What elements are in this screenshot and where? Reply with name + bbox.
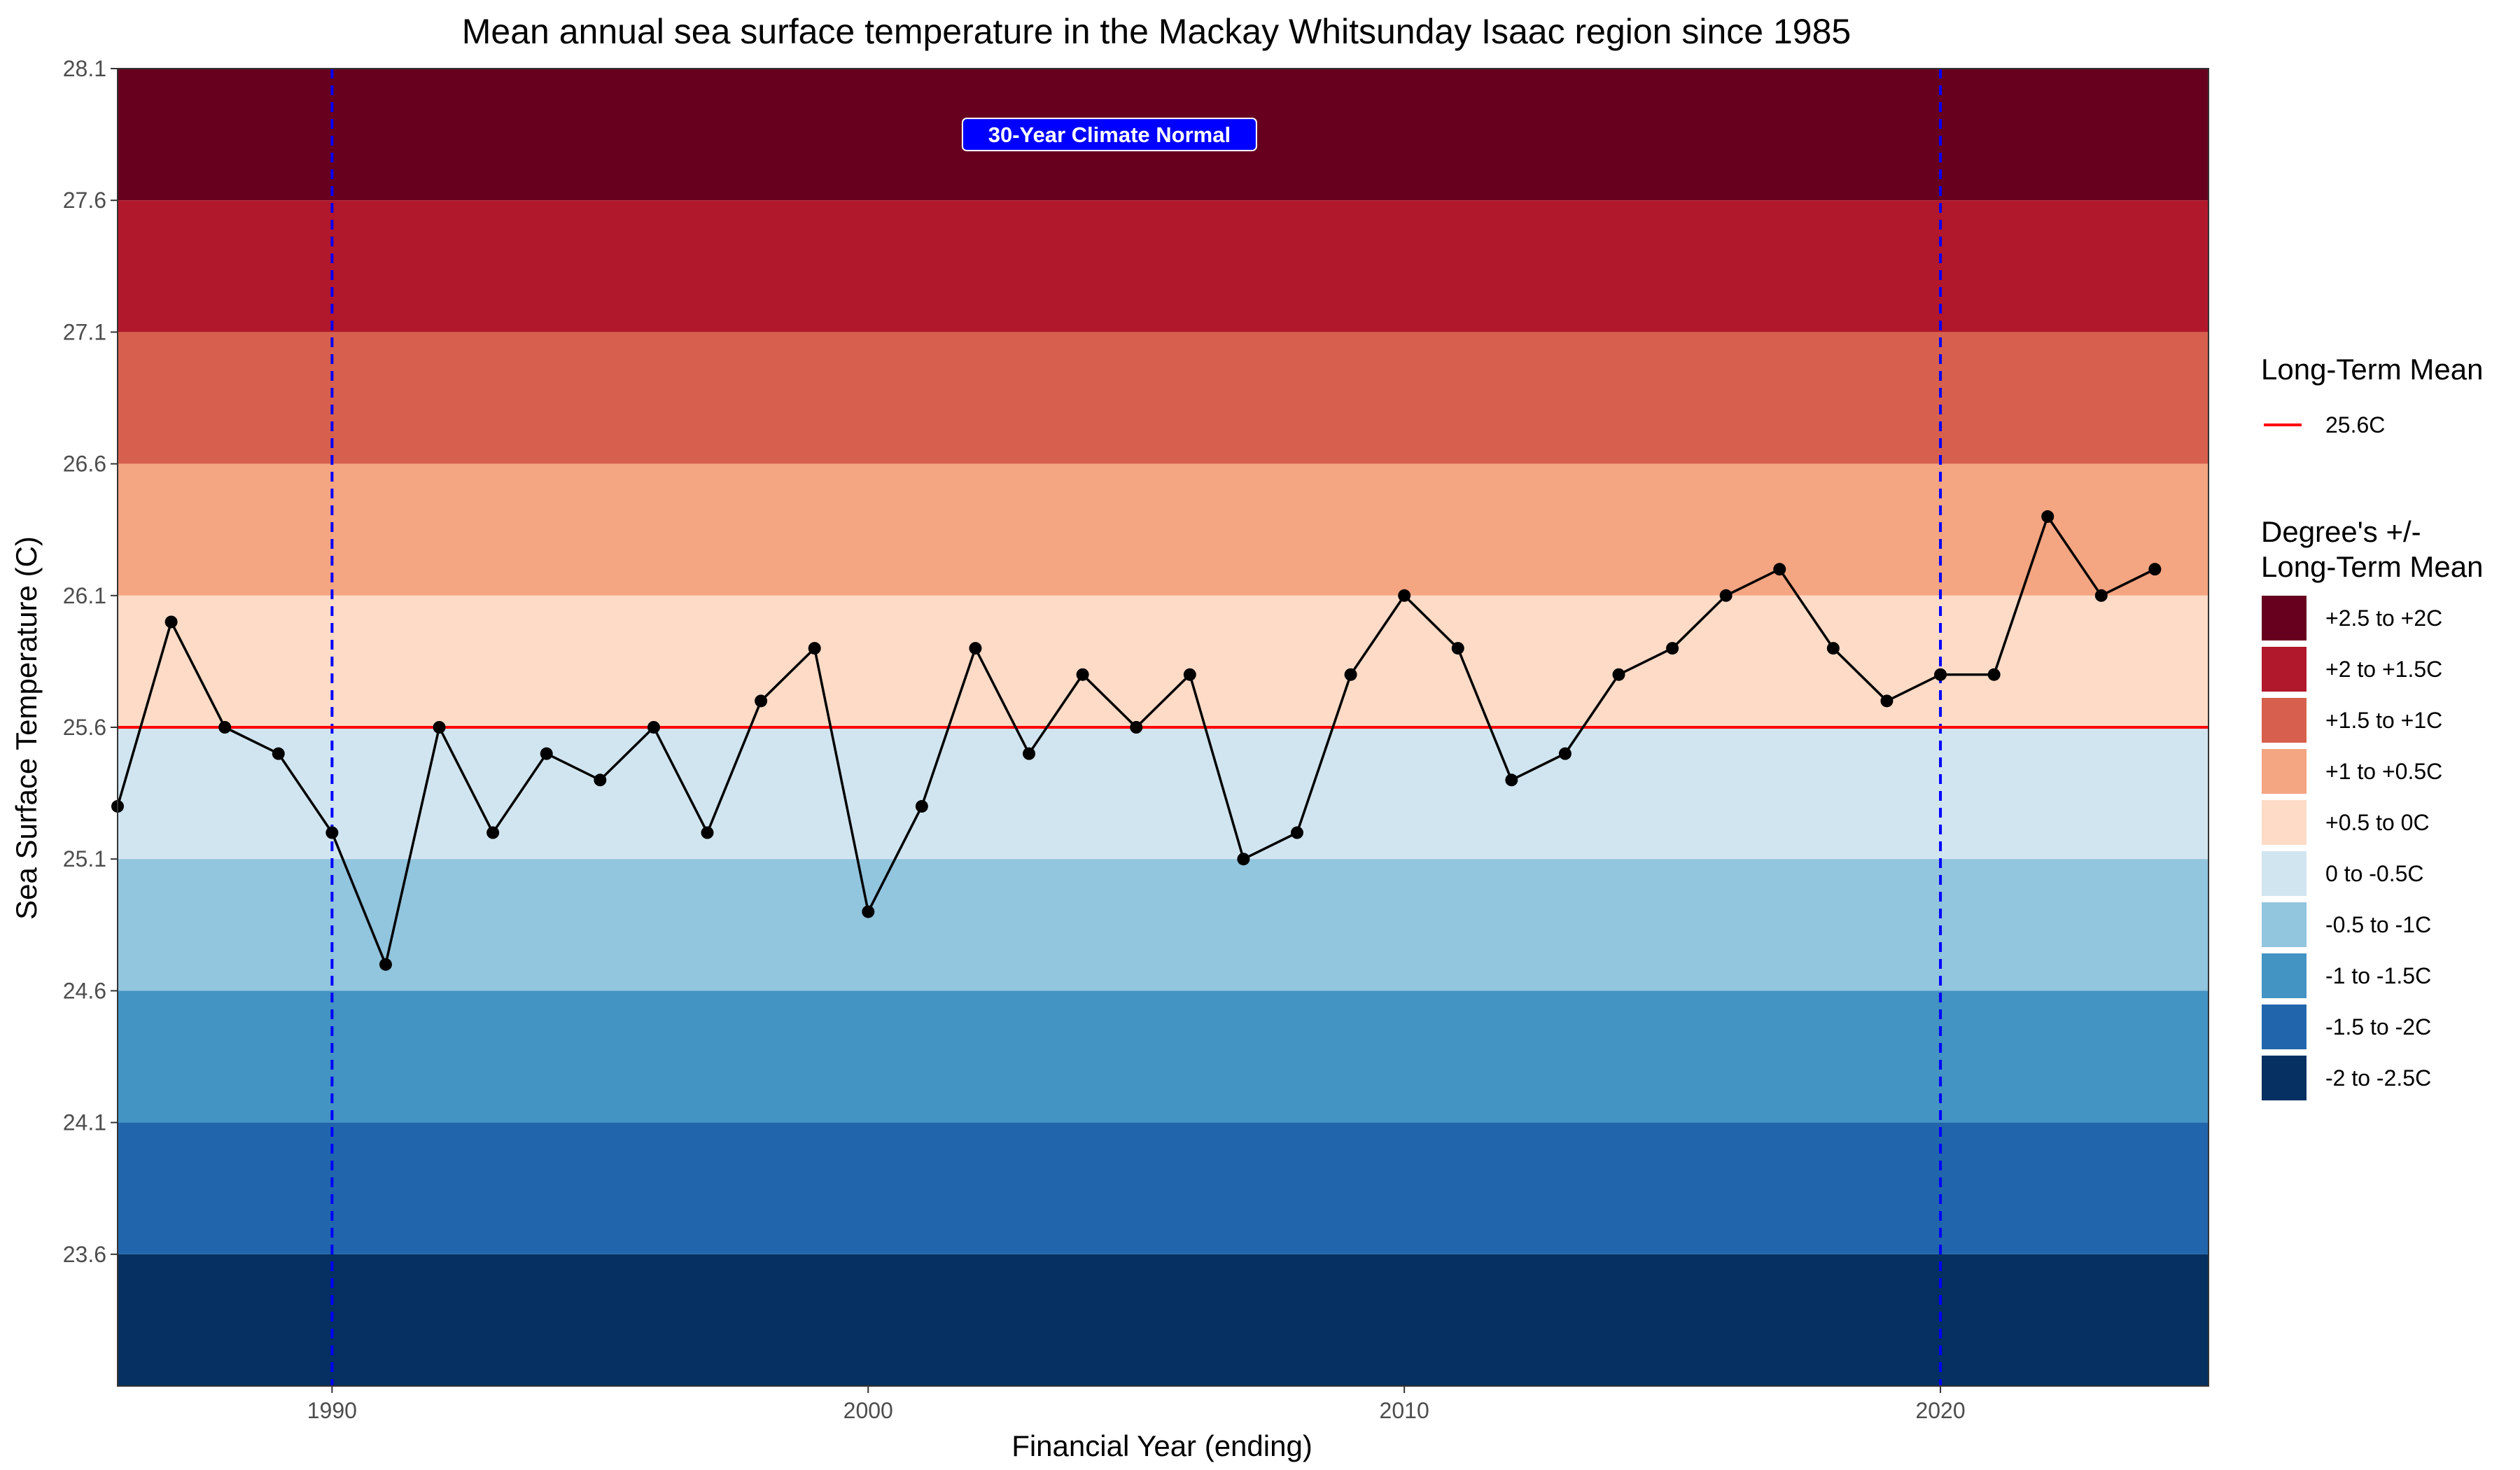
data-point-2018: [1826, 642, 1840, 655]
legend-mean-title: Long-Term Mean: [2261, 353, 2483, 386]
annotation-box: [961, 118, 1257, 152]
y-tick-label-25.1: 25.1: [63, 846, 106, 872]
data-point-2017: [1773, 563, 1786, 576]
legend-swatch-2: [2260, 696, 2308, 744]
data-point-2008: [1290, 826, 1303, 839]
data-point-1988: [218, 721, 232, 734]
legend-label-0: +2.5 to +2C: [2325, 606, 2442, 631]
temperature-bands: [118, 69, 2208, 1386]
data-point-2024: [2148, 563, 2162, 576]
data-point-2021: [1987, 668, 2001, 681]
legend-label-9: -2 to -2.5C: [2325, 1065, 2431, 1091]
data-point-2011: [1451, 642, 1464, 655]
data-point-2019: [1880, 694, 1893, 708]
data-point-1990: [326, 826, 339, 839]
data-point-1999: [808, 642, 821, 655]
data-point-2001: [915, 799, 928, 813]
data-point-1987: [164, 615, 178, 629]
data-point-2022: [2041, 510, 2054, 523]
axes: 23.6 24.1 24.6 25.1 25.6 26.1 26.6 27.1 27.6 28.1…: [63, 56, 2209, 1423]
legend-swatch-8: [2260, 1003, 2308, 1051]
legend-label-8: -1.5 to -2C: [2325, 1014, 2431, 1040]
legend-label-6: -0.5 to -1C: [2325, 912, 2431, 937]
annotation-layer: 30-Year Climate Normal: [961, 118, 1257, 152]
legend-label-3: +1 to +0.5C: [2325, 759, 2442, 784]
data-point-1998: [755, 694, 768, 708]
data-point-1997: [701, 826, 714, 839]
band-7: [118, 990, 2208, 1123]
y-tick-label-24.6: 24.6: [63, 978, 106, 1003]
band-4: [118, 595, 2208, 727]
legend-swatch-7: [2260, 952, 2308, 1000]
data-point-2016: [1719, 589, 1732, 602]
legend-swatch-0: [2260, 594, 2308, 642]
legend-bands-title-2: Long-Term Mean: [2261, 550, 2483, 583]
chart-title: Mean annual sea surface temperature in t…: [462, 12, 1851, 51]
data-point-1996: [647, 721, 660, 734]
data-point-2014: [1612, 668, 1625, 681]
y-tick-label-27.6: 27.6: [63, 188, 106, 213]
data-point-1989: [272, 747, 285, 760]
y-tick-label-26.6: 26.6: [63, 451, 106, 477]
legend-label-4: +0.5 to 0C: [2325, 810, 2430, 835]
data-point-1993: [486, 826, 500, 839]
band-3: [118, 463, 2208, 596]
legend-label-2: +1.5 to +1C: [2325, 708, 2442, 733]
x-tick-label-2000: 2000: [844, 1398, 893, 1423]
data-point-2000: [862, 905, 875, 918]
y-axis-title: Sea Surface Temperature (C): [10, 536, 43, 920]
data-point-1995: [594, 774, 607, 787]
band-8: [118, 1122, 2208, 1254]
annotation-label: 30-Year Climate Normal: [988, 122, 1231, 147]
data-point-2013: [1558, 747, 1572, 760]
y-tick-label-23.6: 23.6: [63, 1242, 106, 1267]
legend-swatch-4: [2260, 799, 2308, 846]
legend-swatch-9: [2260, 1054, 2308, 1102]
x-tick-label-1990: 1990: [307, 1398, 357, 1423]
data-point-1991: [379, 958, 392, 971]
y-tick-label-25.6: 25.6: [63, 715, 106, 740]
band-1: [118, 200, 2208, 332]
x-axis-title: Financial Year (ending): [1011, 1429, 1312, 1462]
legend-mean-label: 25.6C: [2325, 412, 2385, 438]
data-point-2010: [1398, 589, 1411, 602]
y-tick-label-28.1: 28.1: [63, 56, 106, 81]
data-point-2007: [1237, 853, 1250, 866]
legend-label-1: +2 to +1.5C: [2325, 657, 2442, 682]
data-point-2023: [2094, 589, 2108, 602]
data-point-2012: [1505, 774, 1518, 787]
band-2: [118, 332, 2208, 464]
legend-label-5: 0 to -0.5C: [2325, 861, 2424, 886]
data-point-1994: [540, 747, 553, 760]
y-tick-label-24.1: 24.1: [63, 1110, 106, 1135]
legend-swatch-3: [2260, 748, 2308, 795]
data-point-2002: [969, 642, 982, 655]
x-tick-label-2020: 2020: [1915, 1398, 1965, 1423]
legend-swatch-6: [2260, 901, 2308, 948]
data-point-2005: [1130, 721, 1143, 734]
data-point-2009: [1344, 668, 1357, 681]
band-9: [118, 1254, 2208, 1386]
legend-bands-title-1: Degree's +/-: [2261, 515, 2421, 548]
data-point-2015: [1666, 642, 1679, 655]
band-6: [118, 859, 2208, 991]
x-tick-label-2010: 2010: [1380, 1398, 1429, 1423]
sst-series: [111, 510, 2162, 971]
data-point-1992: [433, 721, 446, 734]
legend-swatch-5: [2260, 850, 2308, 897]
data-point-2020: [1934, 668, 1947, 681]
legend-swatch-1: [2260, 645, 2308, 693]
data-point-2003: [1023, 747, 1036, 760]
y-tick-label-27.1: 27.1: [63, 319, 106, 344]
y-tick-label-26.1: 26.1: [63, 583, 106, 608]
band-5: [118, 727, 2208, 860]
data-point-2006: [1183, 668, 1196, 681]
data-point-2004: [1076, 668, 1089, 681]
legend-label-7: -1 to -1.5C: [2325, 963, 2431, 988]
